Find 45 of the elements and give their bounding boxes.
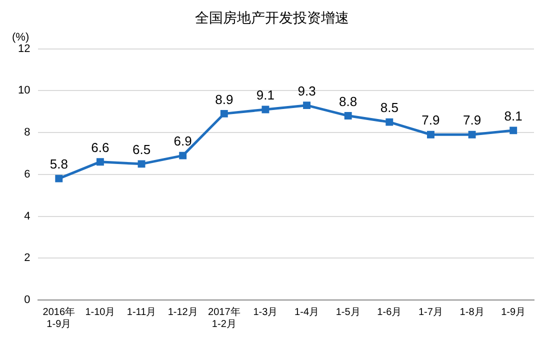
x-tick-label: 1-8月 bbox=[460, 306, 484, 318]
point bbox=[138, 160, 146, 168]
data-label: 9.3 bbox=[298, 83, 316, 98]
y-tick-label: 6 bbox=[24, 168, 30, 180]
point bbox=[179, 152, 187, 160]
data-label: 6.5 bbox=[132, 142, 151, 158]
x-tick-label: 2017年 1-2月 bbox=[208, 306, 240, 330]
point bbox=[220, 110, 228, 118]
data-label: 8.9 bbox=[215, 92, 234, 107]
x-tick-label: 1-9月 bbox=[501, 306, 526, 318]
chart-title: 全国房地产开发投资增速 bbox=[195, 9, 349, 26]
x-tick-label: 1-6月 bbox=[377, 306, 402, 318]
y-axis-title: (%) bbox=[12, 31, 30, 44]
point bbox=[426, 130, 434, 138]
point bbox=[468, 130, 476, 138]
y-tick-label: 12 bbox=[18, 42, 30, 55]
y-tick-label: 4 bbox=[24, 210, 30, 222]
point bbox=[510, 126, 518, 134]
x-tick-label: 1-11月 bbox=[126, 306, 156, 318]
data-label: 8.5 bbox=[380, 100, 398, 116]
data-label: 6.6 bbox=[91, 140, 110, 155]
data-label: 7.9 bbox=[422, 112, 440, 128]
data-label: 7.9 bbox=[462, 112, 482, 128]
point bbox=[55, 174, 63, 182]
x-tick-label: 1-7月 bbox=[418, 306, 443, 318]
y-tick-label: 8 bbox=[24, 126, 30, 139]
data-label: 8.1 bbox=[504, 108, 522, 124]
y-tick-label: 2 bbox=[24, 252, 30, 264]
point bbox=[262, 106, 270, 114]
data-label: 9.1 bbox=[256, 88, 274, 103]
point bbox=[386, 118, 394, 126]
data-label: 6.9 bbox=[174, 134, 192, 149]
y-tick-label: 0 bbox=[24, 294, 30, 306]
data-label: 5.8 bbox=[50, 156, 68, 172]
x-tick-label: 1-12月 bbox=[168, 306, 198, 318]
y-tick-label: 10 bbox=[18, 84, 30, 97]
point bbox=[96, 158, 104, 166]
x-tick-label: 1-3月 bbox=[253, 306, 278, 318]
point bbox=[344, 112, 352, 120]
point bbox=[303, 102, 310, 110]
x-tick-label: 1-10月 bbox=[85, 306, 116, 318]
x-tick-label: 1-5月 bbox=[336, 306, 360, 318]
x-tick-label: 1-4月 bbox=[294, 306, 319, 318]
data-label: 8.8 bbox=[339, 94, 358, 109]
x-tick-label: 2016年 1-9月 bbox=[42, 306, 76, 330]
